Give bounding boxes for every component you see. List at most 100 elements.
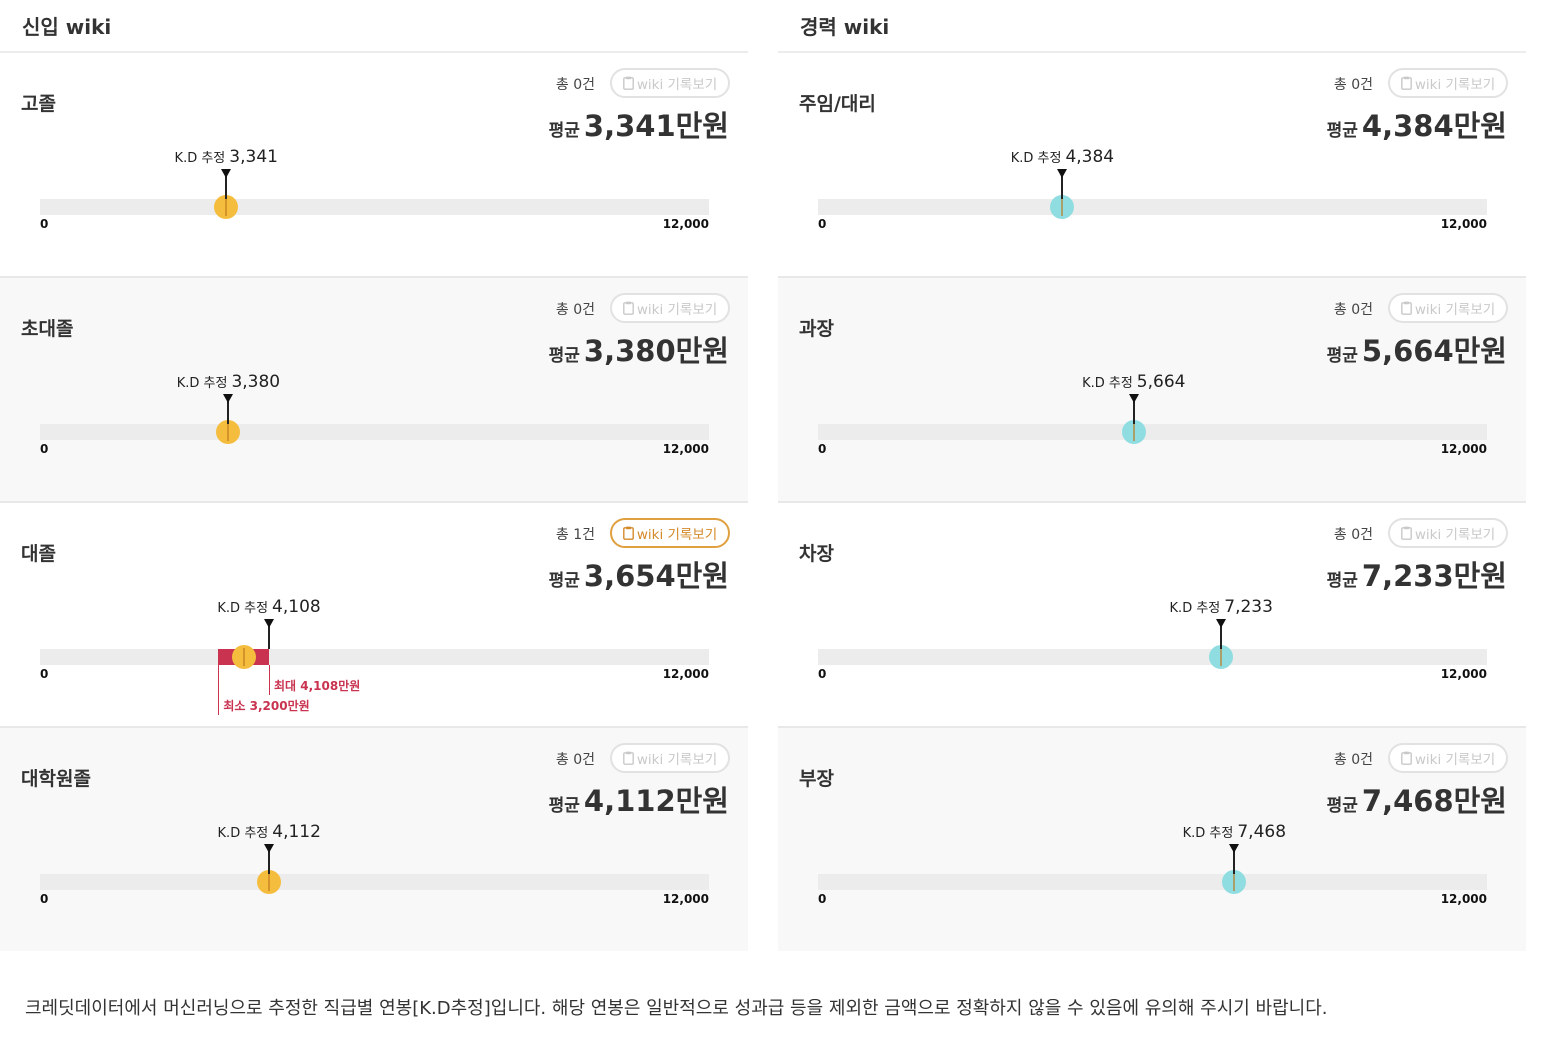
axis-min-label: 0: [818, 892, 827, 906]
average-unit: 만원: [675, 109, 729, 143]
kd-value: 4,108: [272, 597, 321, 617]
kd-marker-triangle: [1216, 619, 1227, 628]
salary-track: K.D 추정 3,380: [40, 372, 709, 444]
kd-marker-line: [1233, 846, 1236, 874]
experienced-wiki-column: 경력 wiki 주임/대리 총 0건 wiki 기록보기 평균 4,384만원 K…: [778, 0, 1526, 951]
salary-track: K.D 추정 3,341: [40, 147, 709, 219]
kd-label: K.D 추정: [174, 151, 226, 166]
wiki-records-button[interactable]: wiki 기록보기: [610, 518, 730, 548]
wiki-records-button-label: wiki 기록보기: [1414, 77, 1496, 93]
average-value: 7,233: [1361, 559, 1454, 593]
footnote: 크레딧데이터에서 머신러닝으로 추정한 직급별 연봉[K.D추정]입니다. 해당…: [25, 998, 1328, 1019]
average-unit: 만원: [1453, 109, 1507, 143]
average-value: 3,380: [583, 334, 676, 368]
average-label: 평균: [548, 796, 580, 816]
average-value: 3,341: [583, 109, 676, 143]
kd-label: K.D 추정: [1082, 376, 1133, 391]
kd-estimate: K.D 추정 5,664: [1082, 372, 1185, 392]
average-value: 7,468: [1361, 784, 1454, 818]
position-label: 주임/대리: [799, 93, 876, 115]
kd-label: K.D 추정: [217, 601, 269, 616]
kd-value: 7,468: [1237, 822, 1287, 842]
kd-marker-line: [1061, 171, 1064, 199]
fresh-wiki-column: 신입 wiki 고졸 총 0건 wiki 기록보기 평균 3,341만원 K.D …: [0, 0, 748, 951]
axis-min-label: 0: [40, 667, 49, 681]
kd-label: K.D 추정: [1010, 151, 1062, 166]
axis-max-label: 12,000: [1440, 667, 1487, 681]
position-label: 과장: [799, 318, 834, 340]
wiki-records-button-label: wiki 기록보기: [636, 77, 718, 93]
average-salary: 평균 4,384만원: [1327, 103, 1507, 145]
kd-value: 3,341: [229, 147, 278, 167]
kd-label: K.D 추정: [1182, 826, 1234, 841]
kd-label: K.D 추정: [176, 376, 228, 391]
wiki-records-button[interactable]: wiki 기록보기: [610, 743, 730, 773]
kd-marker-triangle: [1057, 169, 1068, 178]
wiki-records-button[interactable]: wiki 기록보기: [1388, 518, 1508, 548]
average-unit: 만원: [1453, 784, 1507, 818]
axis-max-label: 12,000: [662, 667, 709, 681]
average-dot: [231, 645, 256, 669]
wiki-records-button[interactable]: wiki 기록보기: [1388, 293, 1508, 323]
record-count: 총 0건: [555, 302, 595, 318]
column-title: 경력 wiki: [778, 0, 1526, 53]
salary-card: 과장 총 0건 wiki 기록보기 평균 5,664만원 K.D 추정 5,664 …: [778, 278, 1526, 503]
range-min-line: [218, 665, 220, 715]
axis-max-label: 12,000: [662, 217, 709, 231]
average-label: 평균: [1326, 796, 1358, 816]
kd-marker-triangle: [264, 619, 275, 628]
kd-marker-triangle: [221, 169, 232, 178]
kd-marker-line: [1132, 396, 1135, 424]
average-value: 3,654: [583, 559, 676, 593]
kd-marker-line: [268, 621, 271, 649]
position-label: 고졸: [21, 93, 56, 115]
average-label: 평균: [548, 121, 580, 141]
clipboard-icon: [622, 526, 634, 540]
average-salary: 평균 3,380만원: [549, 328, 729, 370]
salary-card: 대학원졸 총 0건 wiki 기록보기 평균 4,112만원 K.D 추정 4,11…: [0, 728, 748, 951]
kd-value: 5,664: [1136, 372, 1186, 392]
kd-label: K.D 추정: [1169, 601, 1221, 616]
kd-value: 3,380: [231, 372, 281, 392]
wiki-records-button[interactable]: wiki 기록보기: [1388, 68, 1508, 98]
wiki-records-button[interactable]: wiki 기록보기: [1388, 743, 1508, 773]
axis-max-label: 12,000: [662, 442, 709, 456]
range-max-text: 최대 4,108만원: [274, 679, 361, 693]
axis-min-label: 0: [40, 442, 49, 456]
average-dot: [1050, 195, 1075, 219]
range-min-text: 최소 3,200만원: [223, 699, 310, 713]
wiki-records-button-label: wiki 기록보기: [636, 752, 718, 768]
kd-estimate: K.D 추정 4,112: [218, 822, 321, 842]
average-dot: [1121, 420, 1146, 444]
kd-marker-triangle: [264, 844, 275, 853]
average-value: 5,664: [1361, 334, 1454, 368]
position-label: 부장: [799, 768, 834, 790]
record-count: 총 0건: [555, 752, 595, 768]
axis-min-label: 0: [40, 217, 49, 231]
salary-track: K.D 추정 7,468: [818, 822, 1487, 894]
average-unit: 만원: [675, 559, 729, 593]
record-count: 총 0건: [1333, 302, 1373, 318]
axis-min-label: 0: [40, 892, 49, 906]
position-label: 차장: [799, 543, 834, 565]
kd-marker-line: [227, 396, 230, 424]
salary-track: K.D 추정 4,112: [40, 822, 709, 894]
salary-card: 주임/대리 총 0건 wiki 기록보기 평균 4,384만원 K.D 추정 4,3…: [778, 53, 1526, 278]
average-salary: 평균 7,233만원: [1327, 553, 1507, 595]
average-label: 평균: [548, 346, 580, 366]
record-count: 총 0건: [555, 77, 595, 93]
axis-max-label: 12,000: [1440, 217, 1487, 231]
record-count: 총 1건: [555, 527, 595, 543]
record-count: 총 0건: [1333, 752, 1373, 768]
clipboard-icon: [622, 76, 634, 90]
column-title: 신입 wiki: [0, 0, 748, 53]
wiki-records-button[interactable]: wiki 기록보기: [610, 293, 730, 323]
kd-label: K.D 추정: [217, 826, 269, 841]
average-value: 4,112: [583, 784, 676, 818]
wiki-records-button[interactable]: wiki 기록보기: [610, 68, 730, 98]
average-dot: [257, 870, 282, 894]
range-max-line: [269, 665, 271, 695]
salary-track: K.D 추정 4,108: [40, 597, 709, 669]
wiki-records-button-label: wiki 기록보기: [636, 527, 718, 543]
average-salary: 평균 5,664만원: [1327, 328, 1507, 370]
